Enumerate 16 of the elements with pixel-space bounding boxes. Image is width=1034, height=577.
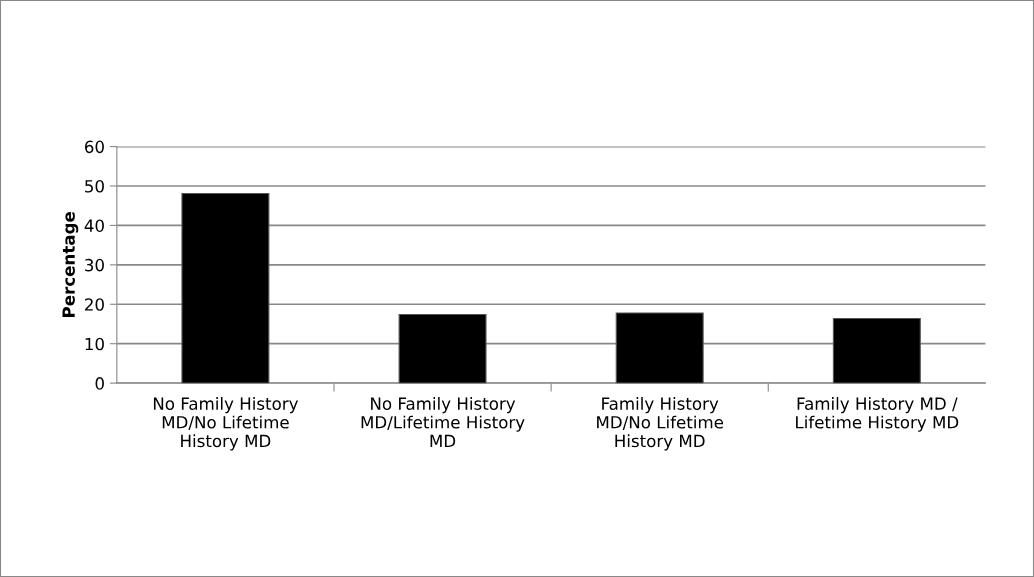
y-tick-label: 60	[84, 140, 104, 154]
y-axis-title: Percentage	[62, 212, 79, 317]
x-tick-label: No Family History MD/No Lifetime History MD	[153, 397, 299, 451]
x-tick-label: Family History MD/No Lifetime History MD	[597, 397, 724, 451]
y-tick-label: 20	[85, 298, 104, 311]
bar	[181, 192, 270, 384]
bar	[615, 312, 704, 384]
y-tick-label: 40	[84, 219, 104, 232]
x-tick-label: Family History MD / Lifetime History MD	[796, 397, 959, 432]
x-tick-label: No Family History MD/Lifetime History MD	[361, 397, 525, 448]
y-tick-label: 30	[85, 258, 104, 272]
bar	[832, 317, 921, 384]
y-tick-label: 0	[95, 377, 104, 390]
y-tick-label: 50	[85, 179, 104, 193]
bar	[398, 313, 487, 384]
y-tick-label: 10	[85, 337, 104, 351]
